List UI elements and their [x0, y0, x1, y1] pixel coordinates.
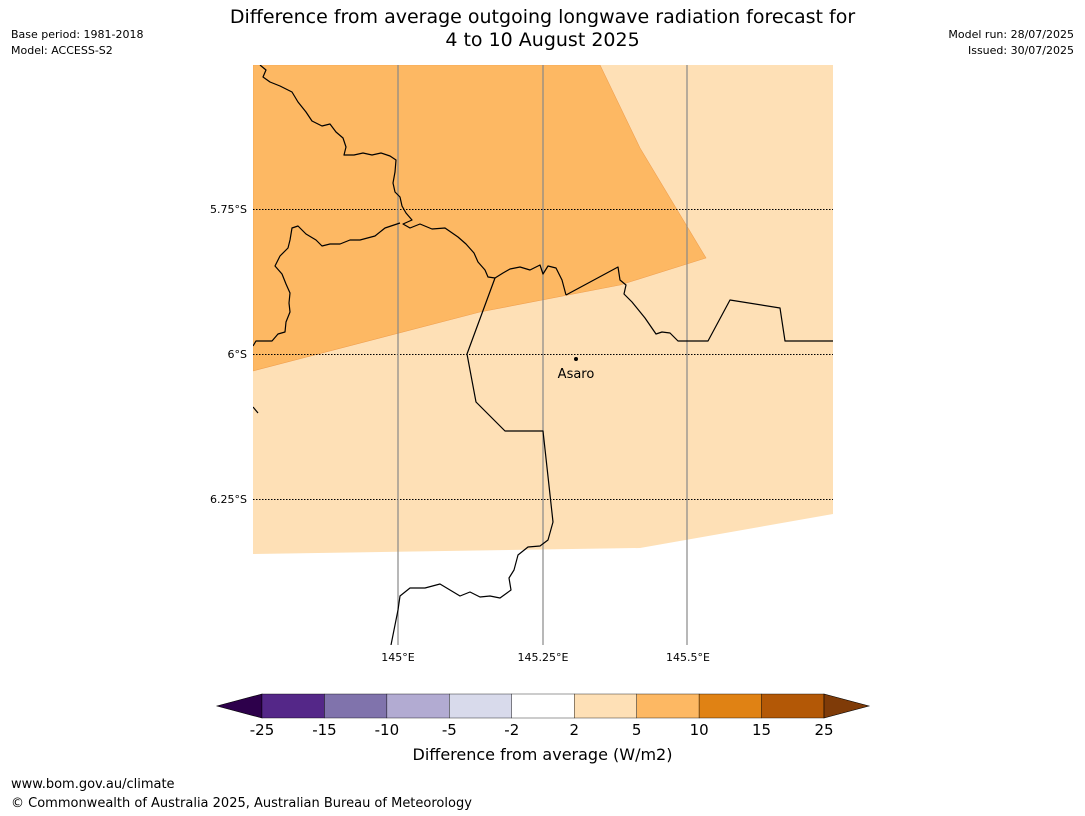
- meta-right: Model run: 28/07/2025 Issued: 30/07/2025: [948, 27, 1074, 59]
- colorbar-tick-label: 10: [690, 721, 709, 739]
- lat-label: 6.25°S: [210, 493, 247, 506]
- colorbar-segment: [636, 693, 700, 719]
- lon-label: 145.25°E: [518, 651, 569, 664]
- colorbar-extend-high: [823, 693, 871, 719]
- boundary-line: [259, 65, 567, 296]
- model-run: Model run: 28/07/2025: [948, 28, 1074, 41]
- footer: www.bom.gov.au/climate © Commonwealth of…: [11, 775, 472, 813]
- title-line-2: 4 to 10 August 2025: [445, 29, 640, 51]
- colorbar-segment: [574, 693, 637, 719]
- colorbar-segment: [386, 693, 450, 719]
- chart-title: Difference from average outgoing longwav…: [0, 6, 1085, 52]
- colorbar-segment: [261, 693, 325, 719]
- lat-label: 6°S: [228, 348, 247, 361]
- colorbar: [215, 693, 871, 719]
- boundary-line: [565, 266, 833, 342]
- place-marker: [574, 357, 578, 361]
- lon-label: 145.5°E: [666, 651, 710, 664]
- base-period: Base period: 1981-2018: [11, 28, 144, 41]
- colorbar-tick-label: 25: [814, 721, 833, 739]
- colorbar-tick-label: -25: [250, 721, 275, 739]
- colorbar-segment: [511, 693, 575, 719]
- map-area: [253, 65, 833, 645]
- anomaly-region-5-to-10: [253, 65, 707, 372]
- colorbar-tick-label: 2: [569, 721, 579, 739]
- colorbar-tick-label: -10: [375, 721, 400, 739]
- footer-copyright: © Commonwealth of Australia 2025, Austra…: [11, 796, 472, 811]
- colorbar-tick-label: -2: [504, 721, 519, 739]
- issued-date: Issued: 30/07/2025: [967, 44, 1074, 57]
- meta-left: Base period: 1981-2018 Model: ACCESS-S2: [11, 27, 143, 59]
- boundary-line: [253, 406, 259, 414]
- colorbar-tick-label: 15: [752, 721, 771, 739]
- boundary-line: [390, 277, 554, 645]
- lon-label: 145°E: [381, 651, 414, 664]
- province-boundaries: [253, 65, 833, 645]
- colorbar-segment: [698, 693, 762, 719]
- colorbar-tick-label: 5: [632, 721, 642, 739]
- colorbar-tick-label: -15: [312, 721, 337, 739]
- footer-url[interactable]: www.bom.gov.au/climate: [11, 777, 175, 792]
- colorbar-extend-low: [215, 693, 263, 719]
- colorbar-title: Difference from average (W/m2): [412, 745, 673, 764]
- lat-label: 5.75°S: [210, 203, 247, 216]
- colorbar-tick-label: -5: [442, 721, 457, 739]
- place-label: Asaro: [558, 367, 595, 382]
- colorbar-segment: [761, 693, 825, 719]
- colorbar-segment: [449, 693, 512, 719]
- model-name: Model: ACCESS-S2: [11, 44, 113, 57]
- boundary-line: [253, 222, 401, 347]
- colorbar-segment: [324, 693, 388, 719]
- title-line-1: Difference from average outgoing longwav…: [229, 6, 856, 28]
